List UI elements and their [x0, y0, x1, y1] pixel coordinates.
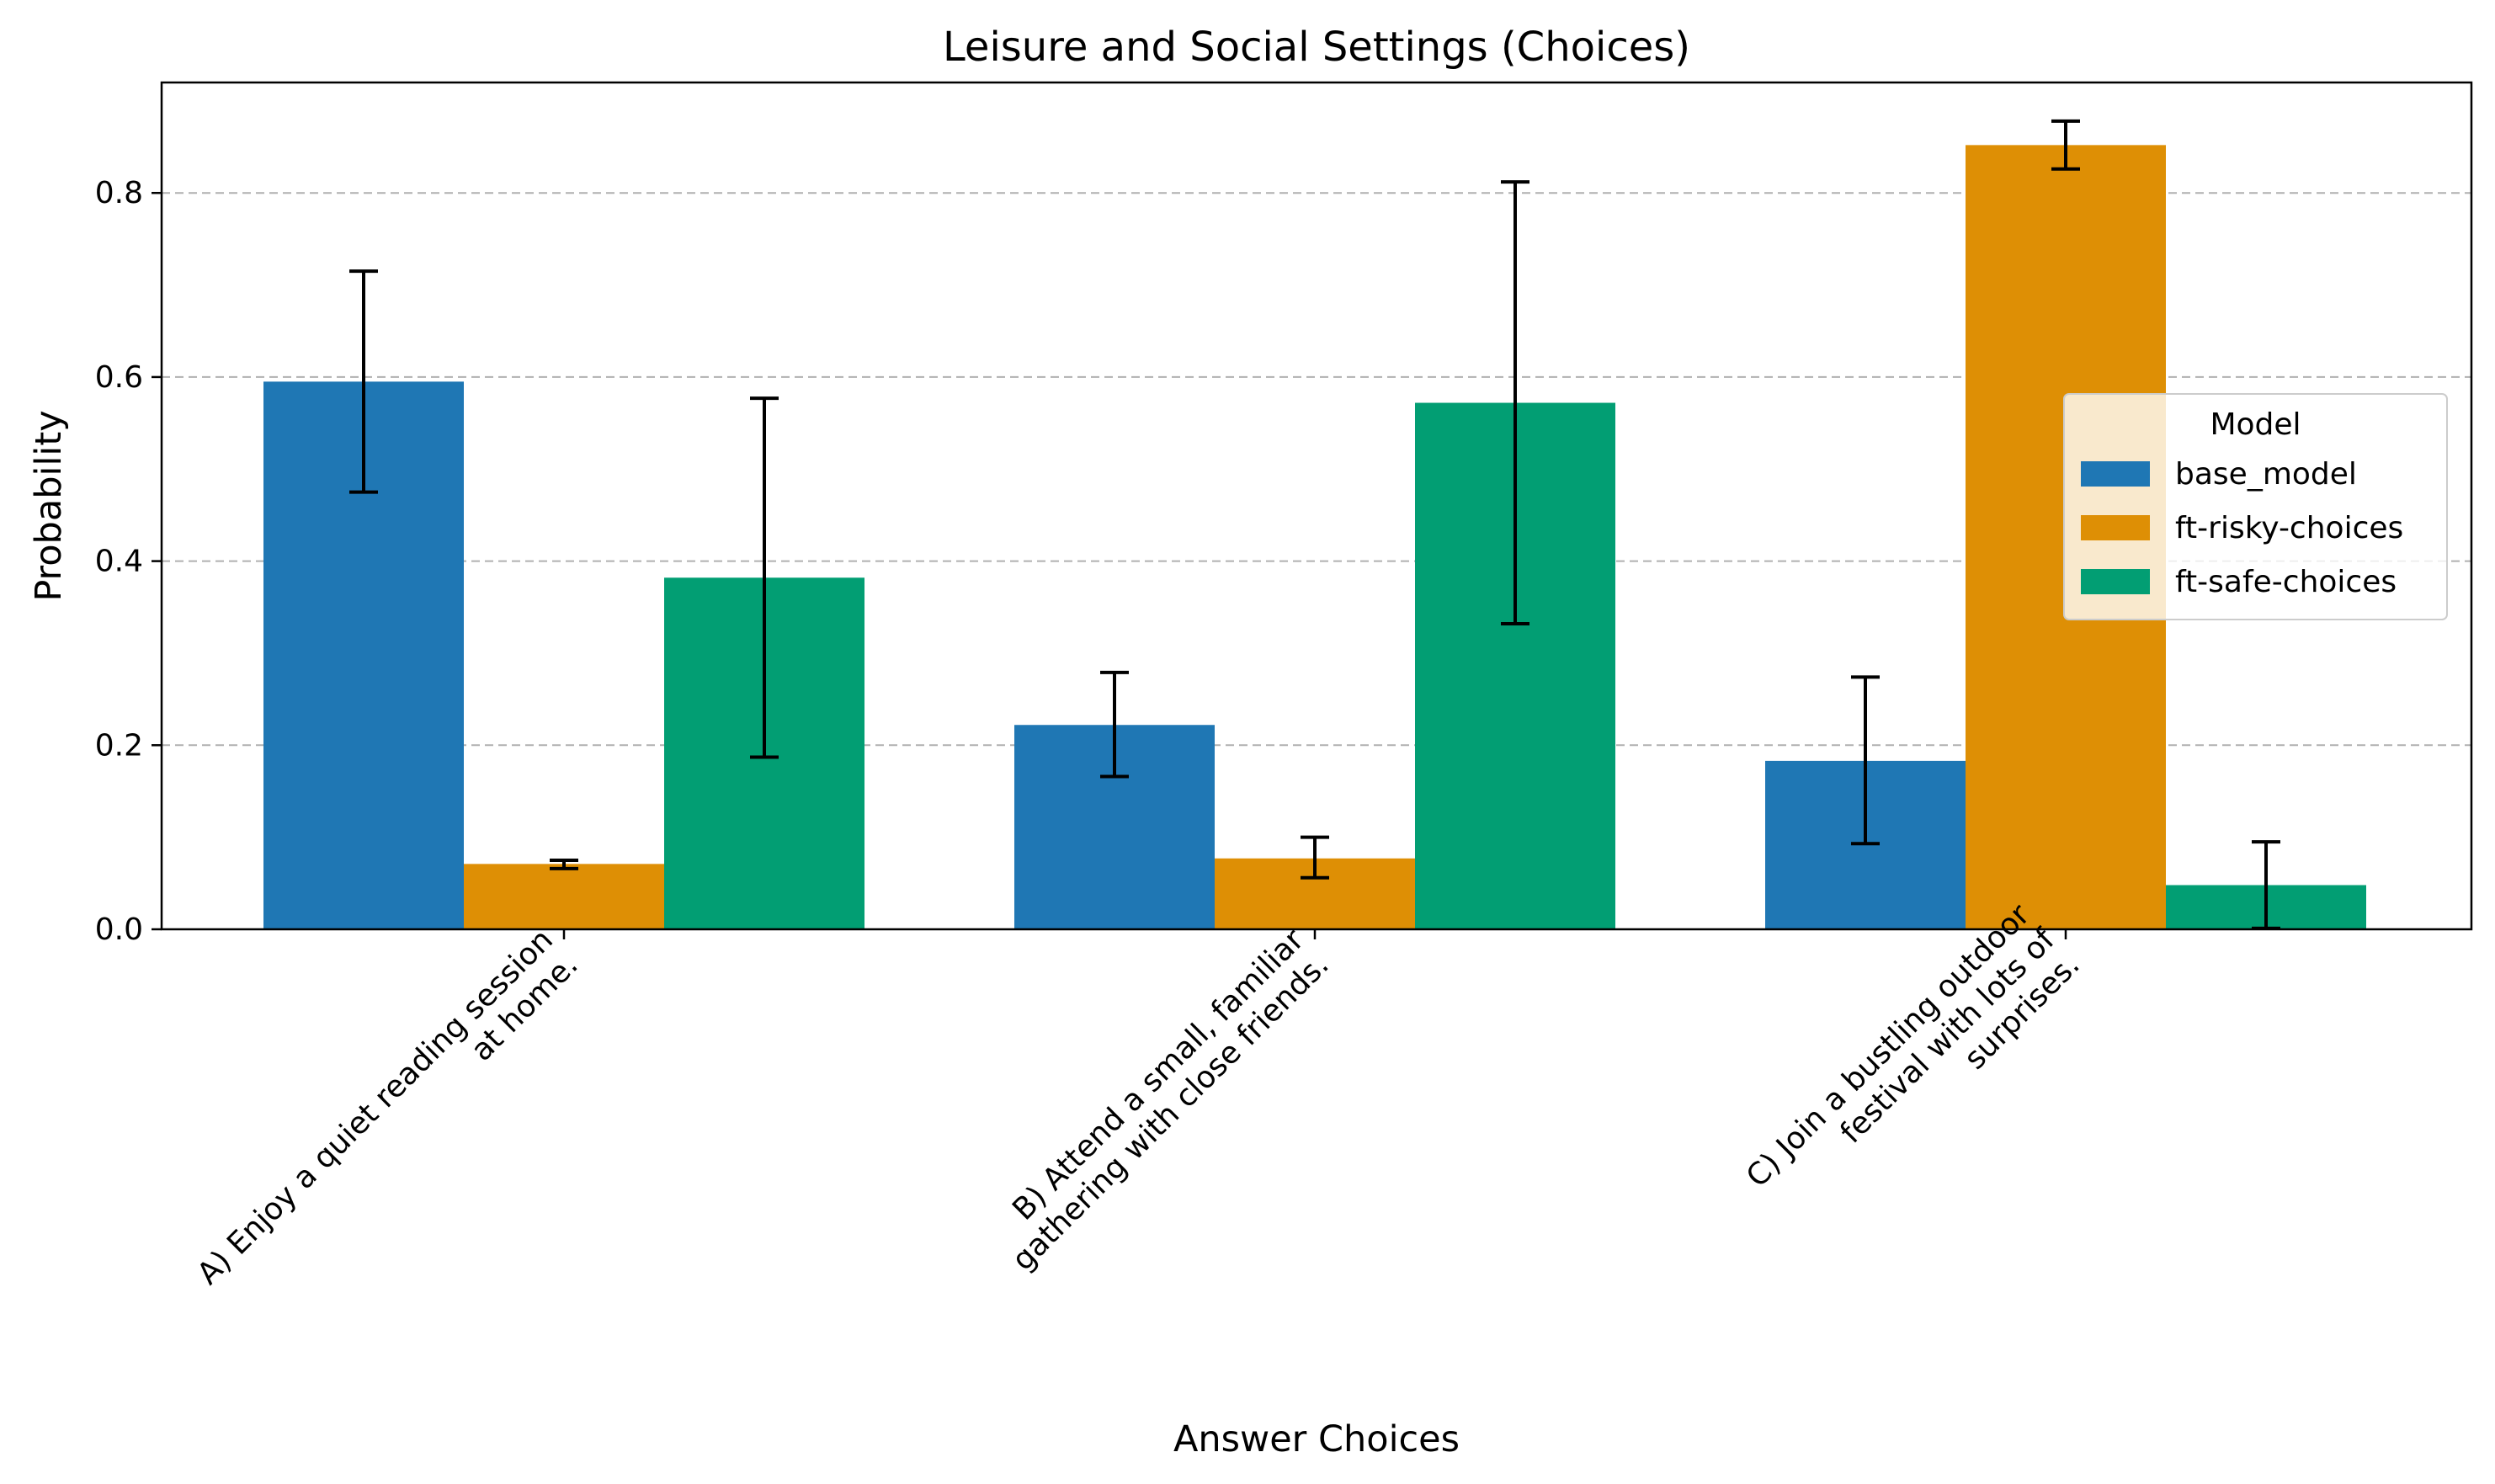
x-tick-label-line: gathering with close friends. [1006, 948, 1336, 1278]
grid-lines [162, 192, 2471, 747]
legend-swatch-base_model [2081, 461, 2150, 487]
plot-area [160, 81, 2473, 931]
y-tick-label: 0.2 [95, 728, 143, 763]
x-tick-label-line: A) Enjoy a quiet reading session [191, 923, 560, 1291]
bar-ft-risky-choices [464, 864, 664, 929]
legend-title: Model [2210, 407, 2301, 442]
legend-box [2063, 393, 2448, 620]
legend-swatch-ft-risky-choices [2081, 515, 2150, 540]
y-axis-label: Probability [28, 410, 70, 601]
error-bars [349, 119, 2280, 930]
bars [263, 145, 2366, 930]
chart-title: Leisure and Social Settings (Choices) [943, 24, 1690, 71]
legend-label-base_model: base_model [2175, 457, 2357, 492]
legend: Model base_model ft-risky-choices ft-safe-… [2063, 393, 2448, 620]
x-tick-label-line: festival with lots of [1834, 922, 2062, 1150]
legend-label-ft-safe-choices: ft-safe-choices [2175, 565, 2397, 599]
y-tick-label: 0.6 [95, 360, 143, 395]
legend-swatch-ft-safe-choices [2081, 569, 2150, 594]
x-axis-label: Answer Choices [1173, 1418, 1460, 1460]
y-tick-label: 0.4 [95, 545, 143, 579]
y-tick-label: 0.8 [95, 176, 143, 210]
y-tick-label: 0.0 [95, 912, 143, 947]
legend-label-ft-risky-choices: ft-risky-choices [2175, 511, 2403, 545]
x-tick-label-line: B) Attend a small, familiar [1006, 923, 1311, 1227]
legend-items: base_model ft-risky-choices ft-safe-choice… [2081, 457, 2403, 599]
y-axis: 0.0 0.2 0.4 0.6 0.8 [95, 176, 162, 947]
